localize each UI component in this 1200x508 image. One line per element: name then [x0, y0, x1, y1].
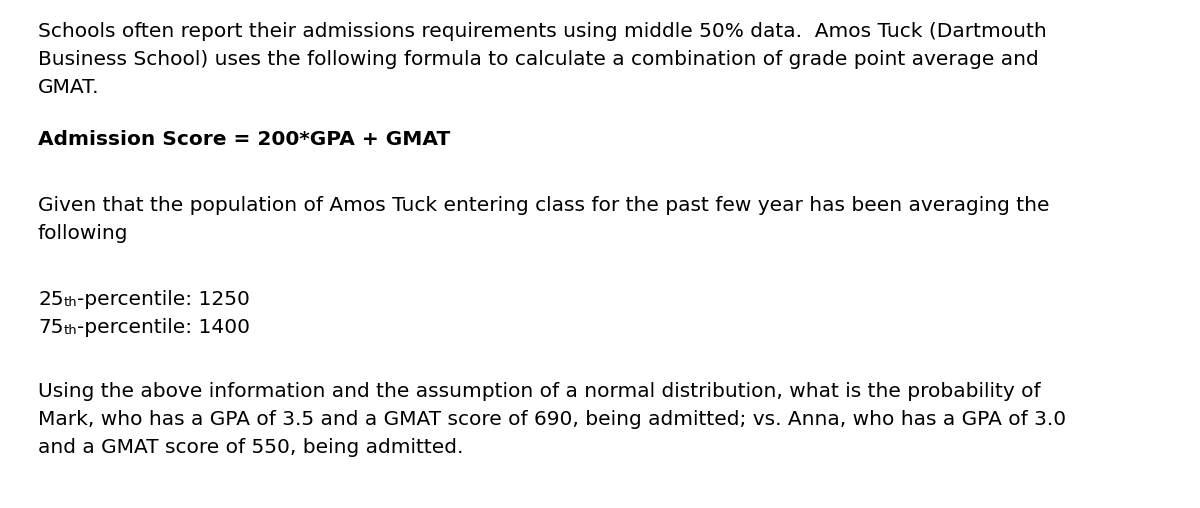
Text: -percentile: 1400: -percentile: 1400: [77, 318, 250, 337]
Text: 25: 25: [38, 290, 64, 309]
Text: -percentile: 1250: -percentile: 1250: [77, 290, 250, 309]
Text: th: th: [64, 324, 77, 336]
Text: and a GMAT score of 550, being admitted.: and a GMAT score of 550, being admitted.: [38, 438, 463, 457]
Text: Schools often report their admissions requirements using middle 50% data.  Amos : Schools often report their admissions re…: [38, 22, 1046, 41]
Text: Given that the population of Amos Tuck entering class for the past few year has : Given that the population of Amos Tuck e…: [38, 196, 1050, 215]
Text: th: th: [64, 296, 77, 308]
Text: GMAT.: GMAT.: [38, 78, 100, 97]
Text: Business School) uses the following formula to calculate a combination of grade : Business School) uses the following form…: [38, 50, 1039, 69]
Text: Admission Score = 200*GPA + GMAT: Admission Score = 200*GPA + GMAT: [38, 130, 450, 149]
Text: following: following: [38, 224, 128, 243]
Text: Mark, who has a GPA of 3.5 and a GMAT score of 690, being admitted; vs. Anna, wh: Mark, who has a GPA of 3.5 and a GMAT sc…: [38, 410, 1066, 429]
Text: Using the above information and the assumption of a normal distribution, what is: Using the above information and the assu…: [38, 382, 1040, 401]
Text: 75: 75: [38, 318, 64, 337]
